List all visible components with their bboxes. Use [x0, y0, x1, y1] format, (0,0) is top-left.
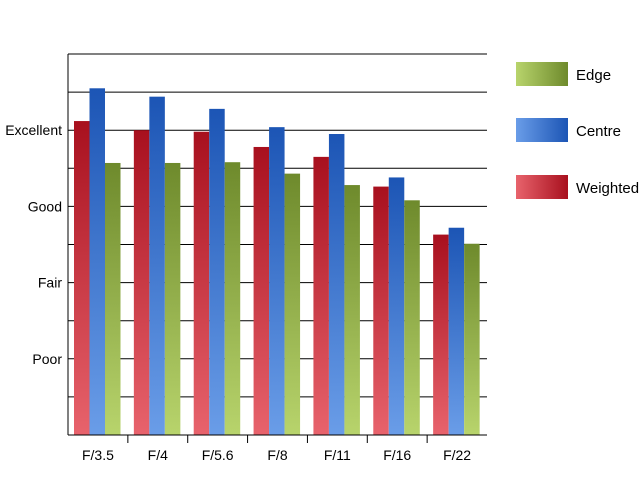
bar-centre-f11 — [328, 134, 345, 435]
bar-centre-f22 — [448, 227, 465, 435]
legend: Edge Centre Weighted — [516, 62, 639, 199]
bar-weighted-f16 — [373, 186, 389, 435]
legend-swatch-centre — [516, 118, 568, 142]
y-tick-label: Excellent — [5, 122, 62, 138]
bar-weighted-f4 — [133, 130, 150, 435]
legend-swatch-edge — [516, 62, 568, 86]
bar-centre-f4 — [149, 96, 165, 435]
x-tick-labels: F/3.5 F/4 F/5.6 F/8 F/11 F/16 F/22 — [82, 447, 471, 463]
bar-edge-f11 — [344, 185, 360, 435]
x-tick-label: F/11 — [324, 447, 351, 463]
bar-centre-f16 — [388, 177, 405, 435]
x-tick-label: F/5.6 — [202, 447, 234, 463]
bar-weighted-f35 — [74, 121, 90, 435]
y-tick-labels: Poor Fair Good Excellent — [5, 122, 62, 367]
y-tick-label: Fair — [38, 275, 62, 291]
bars — [74, 88, 480, 436]
y-tick-label: Good — [28, 198, 62, 214]
bar-weighted-f11 — [313, 156, 329, 435]
bar-edge-f8 — [284, 173, 301, 435]
x-tick-label: F/8 — [267, 447, 287, 463]
x-tick-label: F/3.5 — [82, 447, 114, 463]
bar-edge-f16 — [404, 200, 420, 435]
bar-edge-f22 — [464, 243, 480, 435]
x-tick-label: F/22 — [443, 447, 471, 463]
bar-weighted-f8 — [253, 146, 270, 436]
x-tick-label: F/4 — [148, 447, 168, 463]
bar-centre-f56 — [209, 108, 225, 435]
legend-label-centre: Centre — [576, 123, 621, 140]
legend-label-weighted: Weighted — [576, 180, 639, 197]
bar-centre-f8 — [269, 127, 285, 435]
bar-centre-f35 — [89, 88, 105, 435]
y-tick-label: Poor — [32, 351, 62, 367]
bar-edge-f4 — [164, 162, 181, 435]
legend-label-edge: Edge — [576, 67, 611, 84]
axes — [67, 54, 487, 443]
x-tick-label: F/16 — [383, 447, 411, 463]
bar-edge-f35 — [105, 162, 121, 435]
legend-swatch-weighted — [516, 175, 568, 199]
bar-weighted-f22 — [433, 234, 449, 435]
bar-weighted-f56 — [193, 131, 210, 435]
bar-edge-f56 — [224, 162, 241, 436]
